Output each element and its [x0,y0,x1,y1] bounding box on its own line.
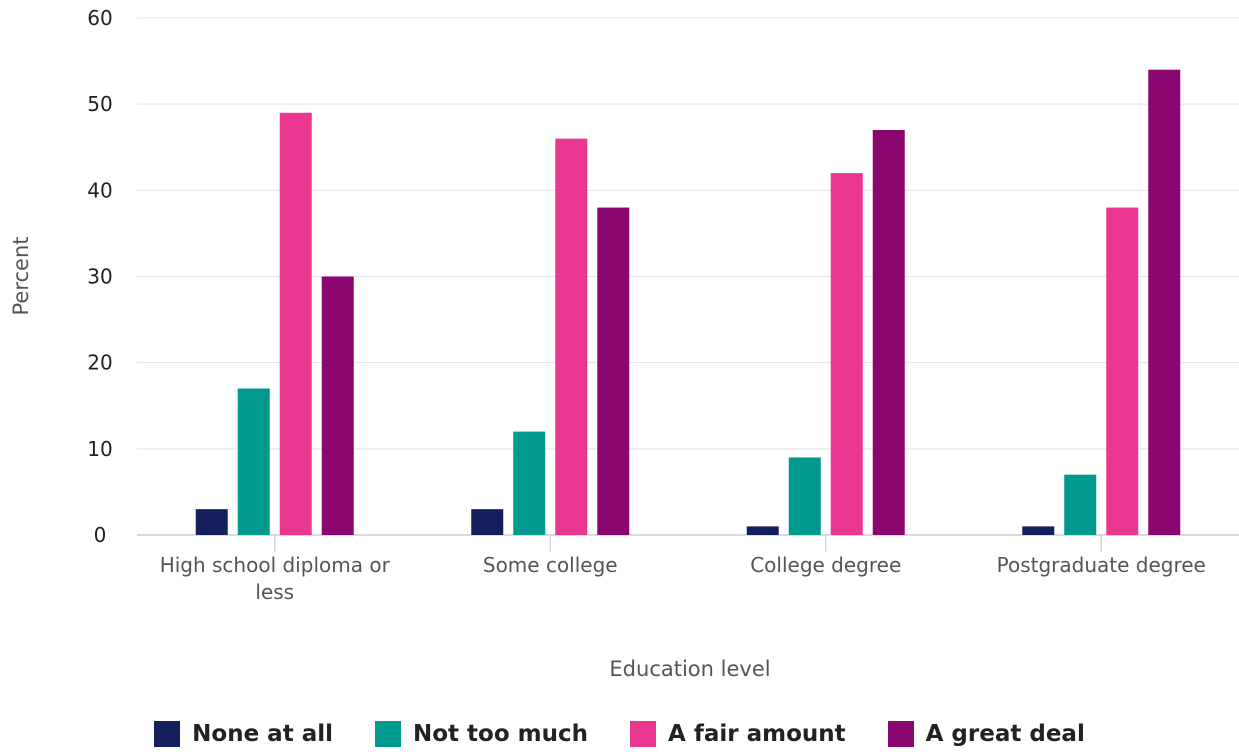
bar [471,509,504,535]
bar [746,526,779,535]
bar [237,388,270,535]
legend-swatch [887,721,914,747]
y-tick-label: 30 [87,265,112,289]
bar [195,509,228,535]
y-axis-title: Percent [9,236,33,315]
bar [1106,207,1139,536]
bars [195,69,1181,536]
y-tick-label: 10 [87,437,112,461]
bar [1148,69,1181,535]
legend-item[interactable]: A great deal [887,721,1085,747]
y-tick-label: 60 [87,6,112,30]
legend-label: A great deal [925,721,1085,747]
bar [1064,474,1097,535]
legend-item[interactable]: Not too much [375,721,588,747]
bar [321,276,354,535]
bar [1022,526,1055,535]
legend: None at all Not too much A fair amount A gr… [0,716,1239,752]
bar [513,431,546,535]
x-tick-label: Some college [483,553,618,577]
x-tick-label: High school diploma or less [160,553,391,604]
y-tick-label: 40 [87,178,112,202]
legend-label: None at all [192,721,333,747]
legend-swatch [630,721,657,747]
x-tick-label: College degree [750,553,901,577]
bar [788,457,821,535]
legend-item[interactable]: A fair amount [630,721,846,747]
bar [830,173,863,535]
bar [555,138,588,535]
y-axis-ticks: 0 10 20 30 40 50 60 [87,6,112,547]
x-axis-title: Education level [609,657,770,681]
bar [279,112,312,536]
x-tick-label: Postgraduate degree [997,553,1206,577]
legend-label: Not too much [413,721,589,747]
legend-swatch [375,721,401,747]
x-axis-categories: High school diploma or less Some college Co… [160,535,1206,604]
bar [872,130,905,535]
y-tick-label: 0 [94,523,107,547]
y-tick-label: 20 [87,351,112,375]
y-tick-label: 50 [87,92,112,116]
legend-item[interactable]: None at all [154,721,333,747]
gridlines [137,17,1239,536]
legend-label: A fair amount [668,721,846,747]
legend-swatch [154,721,181,747]
bar [597,207,630,536]
